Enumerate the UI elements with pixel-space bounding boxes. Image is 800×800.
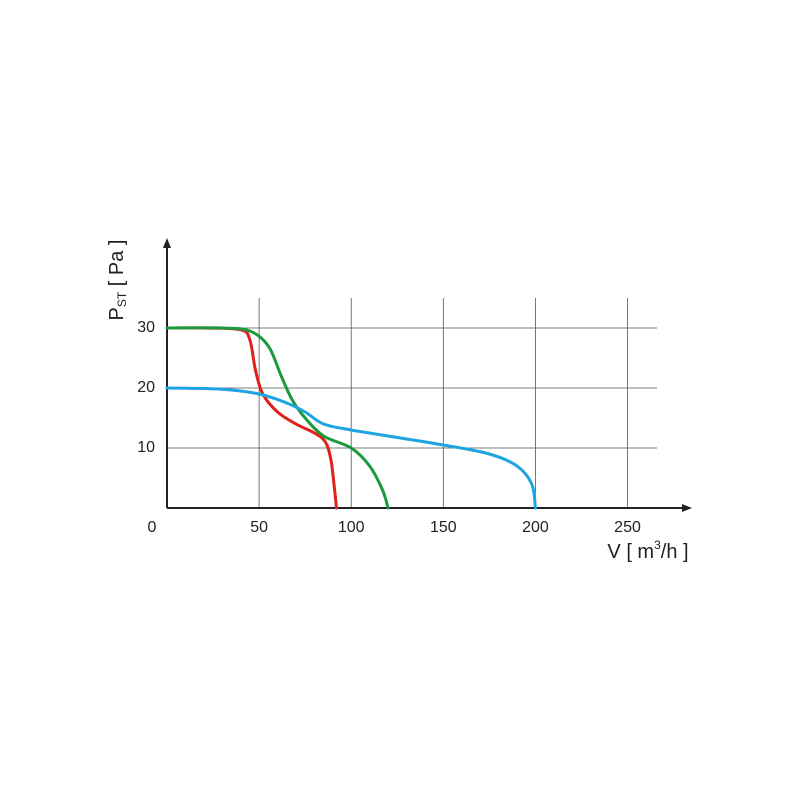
- y-label-part: [ Pa ]: [106, 240, 128, 292]
- x-tick-label: 200: [522, 519, 549, 536]
- y-label-sub: ST: [115, 291, 129, 307]
- y-tick-label: 20: [137, 379, 155, 396]
- x-tick-label: 250: [614, 519, 641, 536]
- curve: [165, 386, 537, 510]
- x-tick-label: 150: [430, 519, 457, 536]
- y-axis-arrow: [163, 238, 171, 248]
- y-tick-label: 30: [137, 319, 155, 336]
- x-label-sup: 3: [654, 538, 661, 552]
- x-tick-label: 0: [148, 519, 157, 536]
- x-tick-label: 50: [250, 519, 268, 536]
- y-label-part: P: [106, 307, 128, 320]
- x-label-part: V [ m: [607, 541, 654, 563]
- x-label-part: /h ]: [661, 541, 689, 563]
- x-axis-label: V [ m3/h ]: [607, 538, 688, 563]
- x-axis-arrow: [682, 504, 692, 512]
- curve: [165, 326, 390, 510]
- y-axis-label: PST [ Pa ]: [106, 240, 129, 321]
- y-tick-label: 10: [137, 439, 155, 456]
- x-tick-label: 100: [338, 519, 365, 536]
